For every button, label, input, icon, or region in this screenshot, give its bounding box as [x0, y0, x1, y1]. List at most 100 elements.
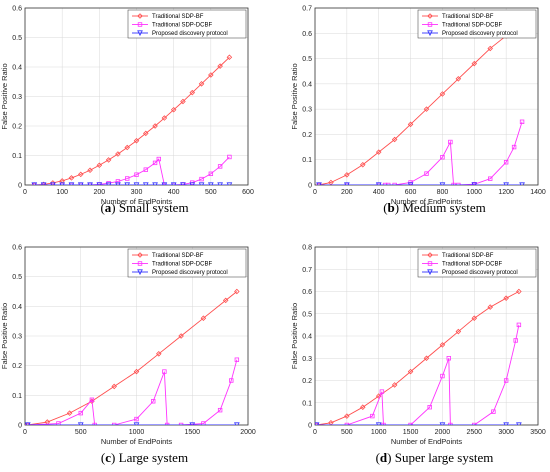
legend: Traditional SDP-BF Traditional SDP-DCBF Pr…	[127, 9, 247, 39]
data-point	[315, 422, 319, 425]
y-tick-label: 0.4	[12, 304, 22, 311]
y-tick-label: 0.7	[302, 6, 312, 13]
y-tick-label: 0	[308, 183, 312, 190]
legend-label: Proposed discovery protocol	[152, 31, 228, 37]
x-tick-label: 1500	[184, 429, 200, 436]
data-point	[78, 410, 83, 416]
data-point	[503, 160, 509, 165]
y-tick-label: 0.4	[302, 81, 312, 88]
data-point	[156, 156, 161, 162]
y-tick-label: 0.2	[302, 132, 312, 139]
data-point	[344, 172, 350, 178]
data-point	[134, 416, 139, 422]
y-tick-label: 0.5	[302, 311, 312, 318]
series-line-2	[27, 359, 238, 425]
data-point	[143, 167, 148, 172]
data-point	[503, 378, 509, 383]
data-point	[440, 154, 445, 160]
data-point	[31, 182, 38, 185]
series-layer	[25, 288, 240, 425]
data-point	[124, 182, 131, 185]
series-layer	[316, 20, 525, 185]
series-layer	[315, 288, 522, 425]
data-point	[370, 413, 375, 419]
data-point	[513, 338, 518, 343]
y-tick-label: 0.2	[302, 378, 312, 385]
data-point	[487, 45, 493, 52]
data-point	[407, 121, 414, 128]
data-point	[50, 182, 56, 185]
data-point	[115, 151, 121, 157]
chart-panel-3: 0 500 1000 1500 2000 0 0.1 0.2 0.3 0.4 0.5 0.6 Numbe…	[0, 245, 256, 466]
data-point	[56, 421, 61, 425]
data-point	[105, 182, 112, 185]
data-point	[66, 410, 73, 416]
data-point	[344, 413, 350, 419]
legend-marker	[137, 13, 143, 19]
data-point	[379, 389, 385, 394]
data-point	[180, 98, 186, 105]
data-point	[189, 422, 196, 425]
data-point	[519, 119, 525, 124]
data-point	[511, 144, 517, 150]
legend-marker	[427, 30, 433, 37]
data-point	[446, 356, 451, 361]
data-point	[162, 369, 167, 374]
data-point	[156, 351, 162, 357]
y-tick-label: 0	[18, 183, 22, 190]
legend-marker	[427, 261, 433, 266]
data-point	[105, 157, 112, 163]
y-tick-label: 0.5	[302, 56, 312, 63]
y-tick-label: 0.6	[12, 6, 22, 13]
data-point	[439, 422, 446, 425]
series-line-1	[34, 56, 230, 185]
x-tick-label: 3000	[498, 429, 514, 436]
y-axis-label: False Positive Ratio	[0, 63, 9, 129]
data-point	[375, 149, 382, 155]
legend-label: Traditional SDP-BF	[442, 14, 494, 20]
series-layer	[31, 54, 233, 185]
data-point	[440, 373, 445, 379]
legend-marker	[427, 22, 433, 27]
y-tick-label: 0.1	[12, 393, 22, 400]
data-point	[152, 182, 158, 185]
data-point	[133, 422, 140, 425]
data-point	[381, 422, 386, 425]
y-tick-label: 0.2	[12, 124, 22, 131]
data-point	[344, 182, 350, 185]
x-tick-label: 1200	[498, 189, 514, 196]
data-point	[142, 182, 149, 185]
legend-marker	[427, 13, 433, 19]
y-tick-label: 0.5	[12, 274, 22, 281]
data-point	[448, 139, 453, 145]
x-tick-label: 600	[405, 189, 417, 196]
data-point	[180, 182, 186, 185]
data-point	[25, 422, 31, 425]
data-point	[198, 182, 205, 185]
data-point	[471, 182, 478, 185]
data-point	[96, 162, 103, 169]
data-point	[189, 182, 196, 185]
chart-panel-1: 0 100 200 300 400 500 600 0 0.1 0.2 0.3 0.4 0.5 0.6 Nu…	[0, 6, 254, 216]
y-tick-label: 0.2	[12, 363, 22, 370]
legend-label: Traditional SDP-BF	[152, 14, 204, 20]
legend-label: Traditional SDP-DCBF	[152, 23, 212, 29]
data-point	[408, 422, 413, 425]
legend-marker	[137, 269, 143, 276]
panel-caption: (c) Large system	[101, 450, 188, 465]
legend: Traditional SDP-BF Traditional SDP-DCBF Pr…	[127, 248, 247, 278]
data-point	[87, 182, 93, 185]
legend-marker	[137, 22, 143, 27]
panel-caption: (b) Medium system	[383, 200, 486, 215]
data-point	[229, 378, 234, 383]
data-point	[488, 176, 493, 181]
legend: Traditional SDP-BF Traditional SDP-DCBF Pr…	[417, 9, 537, 39]
x-tick-label: 400	[168, 189, 180, 196]
data-point	[208, 72, 214, 78]
x-tick-label: 300	[131, 189, 143, 196]
data-point	[516, 422, 522, 425]
data-point	[222, 297, 229, 304]
data-point	[112, 422, 117, 425]
legend-marker	[137, 252, 143, 258]
data-point	[133, 368, 140, 375]
